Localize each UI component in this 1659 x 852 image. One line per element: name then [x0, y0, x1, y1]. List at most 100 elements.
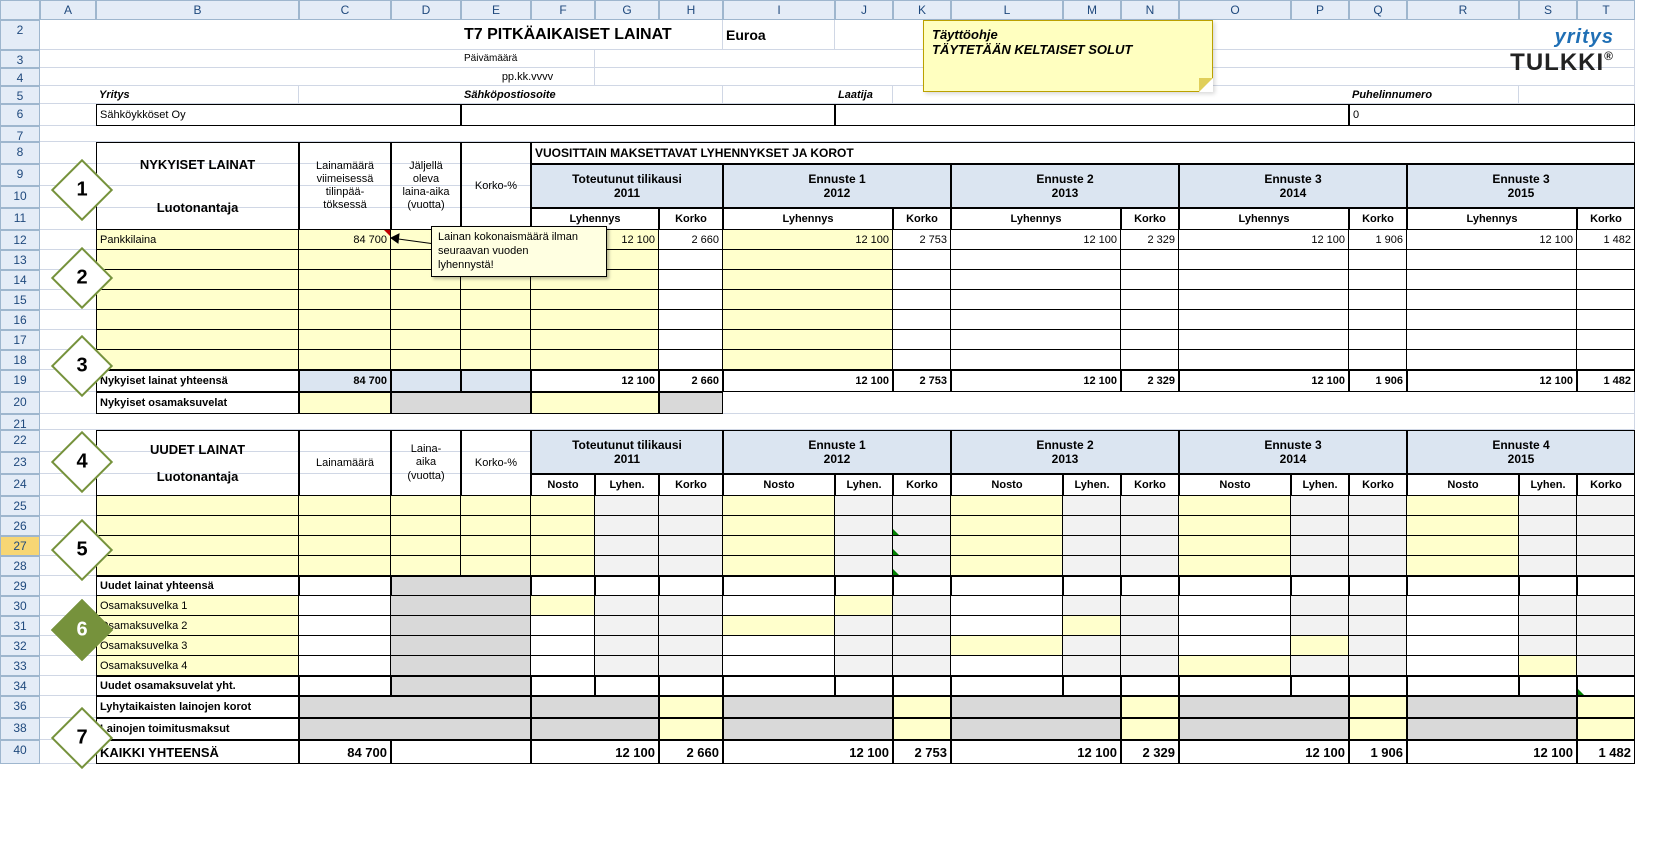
- s1-rate-r17[interactable]: [461, 330, 531, 350]
- row-header-31[interactable]: 31: [0, 616, 40, 636]
- row-header-6[interactable]: 6: [0, 104, 40, 126]
- s2-l4-r26[interactable]: [1519, 516, 1577, 536]
- s1-lender-r12[interactable]: Pankkilaina: [96, 230, 299, 250]
- s1-kor-2-r14[interactable]: [1121, 270, 1179, 290]
- s2o-n3-r33[interactable]: [1179, 656, 1291, 676]
- s2-d-r27[interactable]: [391, 536, 461, 556]
- s2o-n0-r31[interactable]: [531, 616, 595, 636]
- r38-k4[interactable]: [1577, 718, 1635, 740]
- s2o-n1-r32[interactable]: [723, 636, 835, 656]
- row-header-13[interactable]: 13: [0, 250, 40, 270]
- col-header-M[interactable]: M: [1063, 0, 1121, 20]
- row-header-33[interactable]: 33: [0, 656, 40, 676]
- s1-amount-r13[interactable]: [299, 250, 391, 270]
- s2-k1-r28[interactable]: [893, 556, 951, 576]
- s2o-k3-r31[interactable]: [1349, 616, 1407, 636]
- s2o-l4-r30[interactable]: [1519, 596, 1577, 616]
- s1-lyh-4-r13[interactable]: [1407, 250, 1577, 270]
- s1-lyh-4-r16[interactable]: [1407, 310, 1577, 330]
- col-header-P[interactable]: P: [1291, 0, 1349, 20]
- s1-kor-3-r15[interactable]: [1349, 290, 1407, 310]
- row-header-15[interactable]: 15: [0, 290, 40, 310]
- s2o-n2-r32[interactable]: [951, 636, 1063, 656]
- s1-kor-1-r18[interactable]: [893, 350, 951, 370]
- row-21[interactable]: [40, 414, 1635, 430]
- s2-b-r25[interactable]: [96, 496, 299, 516]
- s2-n4-r25[interactable]: [1407, 496, 1519, 516]
- s2o-l2-r30[interactable]: [1063, 596, 1121, 616]
- row-header-24[interactable]: 24: [0, 474, 40, 496]
- s2-l0-r28[interactable]: [595, 556, 659, 576]
- s1-osa-c[interactable]: [299, 392, 391, 414]
- s1-rate-r18[interactable]: [461, 350, 531, 370]
- s2o-n1-r33[interactable]: [723, 656, 835, 676]
- s2o-k0-r32[interactable]: [659, 636, 723, 656]
- s2-n0-r28[interactable]: [531, 556, 595, 576]
- s1-lyh-4-r12[interactable]: 12 100: [1407, 230, 1577, 250]
- row-header-26[interactable]: 26: [0, 516, 40, 536]
- r36-k0[interactable]: [659, 696, 723, 718]
- r36-k4[interactable]: [1577, 696, 1635, 718]
- s2-k1-r26[interactable]: [893, 516, 951, 536]
- s1-lyh-2-r14[interactable]: [951, 270, 1121, 290]
- s2o-l1-r31[interactable]: [835, 616, 893, 636]
- s2-e-r27[interactable]: [461, 536, 531, 556]
- s1-osa-f[interactable]: [531, 392, 659, 414]
- s1-kor-2-r13[interactable]: [1121, 250, 1179, 270]
- s2o-l0-r32[interactable]: [595, 636, 659, 656]
- s2-n4-r27[interactable]: [1407, 536, 1519, 556]
- s1-lender-r13[interactable]: [96, 250, 299, 270]
- row-header-40[interactable]: 40: [0, 740, 40, 764]
- s1-lender-r17[interactable]: [96, 330, 299, 350]
- row-header-12[interactable]: 12: [0, 230, 40, 250]
- s1-lyh-0-r16[interactable]: [531, 310, 659, 330]
- col-header-Q[interactable]: Q: [1349, 0, 1407, 20]
- s2-c-r25[interactable]: [299, 496, 391, 516]
- s2-d-r26[interactable]: [391, 516, 461, 536]
- s1-amount-r16[interactable]: [299, 310, 391, 330]
- s1-lyh-3-r15[interactable]: [1179, 290, 1349, 310]
- s1-amount-r14[interactable]: [299, 270, 391, 290]
- s2-l2-r25[interactable]: [1063, 496, 1121, 516]
- s1-kor-2-r15[interactable]: [1121, 290, 1179, 310]
- s2-l4-r25[interactable]: [1519, 496, 1577, 516]
- row-3[interactable]: [40, 50, 1635, 68]
- s2-k4-r26[interactable]: [1577, 516, 1635, 536]
- s2-n0-r25[interactable]: [531, 496, 595, 516]
- col-header-N[interactable]: N: [1121, 0, 1179, 20]
- s2-osa-c-2[interactable]: [299, 636, 391, 656]
- s2-n3-r28[interactable]: [1179, 556, 1291, 576]
- s2-n0-r27[interactable]: [531, 536, 595, 556]
- s1-years-r18[interactable]: [391, 350, 461, 370]
- s2o-l0-r30[interactable]: [595, 596, 659, 616]
- col-header-C[interactable]: C: [299, 0, 391, 20]
- s2o-k4-r33[interactable]: [1577, 656, 1635, 676]
- r36-k1[interactable]: [893, 696, 951, 718]
- date-value[interactable]: pp.kk.vvvv: [461, 68, 595, 86]
- s2o-l2-r33[interactable]: [1063, 656, 1121, 676]
- s2-n1-r28[interactable]: [723, 556, 835, 576]
- s2o-k1-r31[interactable]: [893, 616, 951, 636]
- s2-l2-r26[interactable]: [1063, 516, 1121, 536]
- s2-b-r27[interactable]: [96, 536, 299, 556]
- s1-kor-0-r14[interactable]: [659, 270, 723, 290]
- s1-lyh-4-r14[interactable]: [1407, 270, 1577, 290]
- s2-n2-r26[interactable]: [951, 516, 1063, 536]
- s2-k2-r26[interactable]: [1121, 516, 1179, 536]
- s1-lyh-0-r15[interactable]: [531, 290, 659, 310]
- s2-l3-r25[interactable]: [1291, 496, 1349, 516]
- s1-kor-2-r12[interactable]: 2 329: [1121, 230, 1179, 250]
- r38-k1[interactable]: [893, 718, 951, 740]
- s1-kor-0-r18[interactable]: [659, 350, 723, 370]
- s2o-n2-r30[interactable]: [951, 596, 1063, 616]
- email-input[interactable]: [461, 104, 835, 126]
- s2-k1-r25[interactable]: [893, 496, 951, 516]
- s2-n0-r26[interactable]: [531, 516, 595, 536]
- row-header-36[interactable]: 36: [0, 696, 40, 718]
- row-header-10[interactable]: 10: [0, 186, 40, 208]
- s1-lender-r16[interactable]: [96, 310, 299, 330]
- company-input[interactable]: Sähköykköset Oy: [96, 104, 461, 126]
- s2o-n3-r31[interactable]: [1179, 616, 1291, 636]
- s1-lyh-3-r14[interactable]: [1179, 270, 1349, 290]
- row-header-22[interactable]: 22: [0, 430, 40, 452]
